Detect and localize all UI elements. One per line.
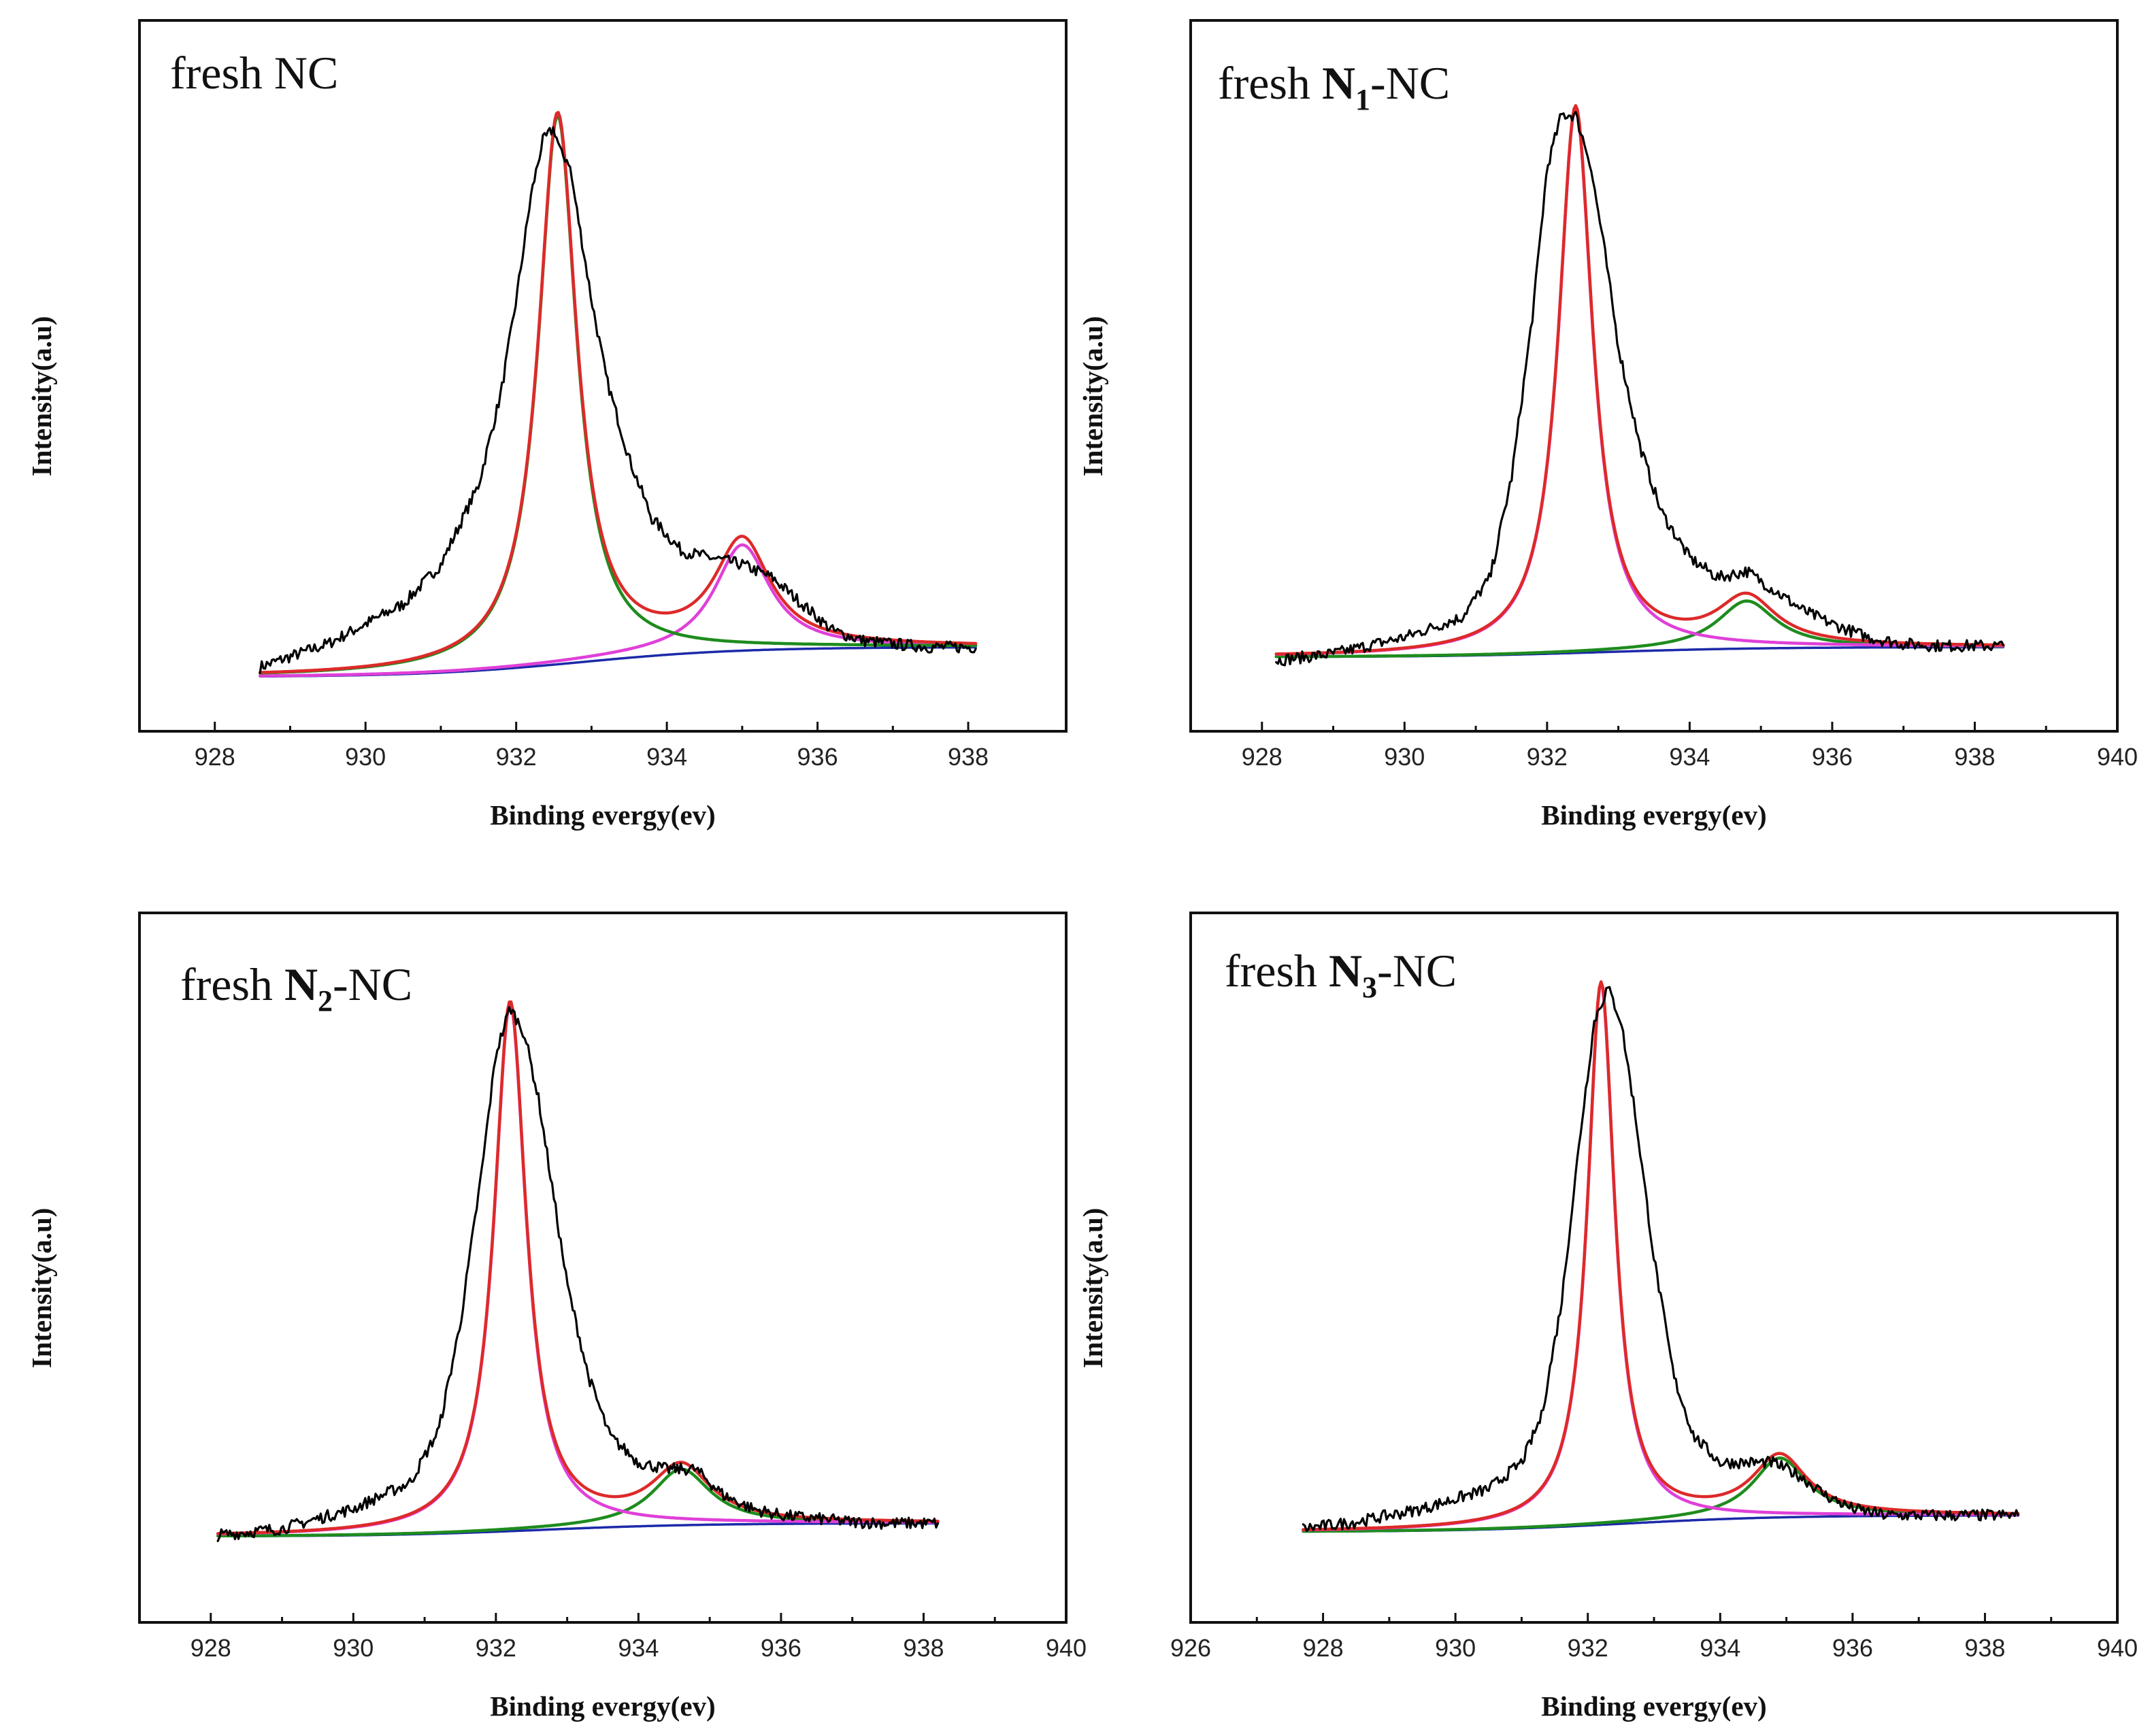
- panel-title: fresh N3-NC: [1225, 945, 1457, 1004]
- x-tick-label: 938: [1964, 1634, 2005, 1662]
- panel-title: fresh N2-NC: [180, 958, 412, 1018]
- x-tick-label: 938: [1954, 743, 1995, 771]
- series-experimental: [259, 126, 977, 674]
- title-part: N: [1329, 945, 1362, 997]
- x-tick-label: 930: [345, 743, 386, 771]
- series-peak-932-4-ev: [1274, 105, 2005, 656]
- x-tick-label: 936: [797, 743, 838, 771]
- x-tick-label: 934: [1669, 743, 1710, 771]
- y-axis-label: Intensity(a.u): [26, 1208, 57, 1369]
- chart-panel-3: 928 930 932 934 936 938 940 Binding evergy(ev) I…: [26, 912, 1087, 1722]
- x-tick-label: 936: [761, 1634, 801, 1662]
- x-tick-label: 936: [1812, 743, 1853, 771]
- x-axis-label: Binding evergy(ev): [1541, 1690, 1766, 1722]
- x-tick-label: 934: [1700, 1634, 1740, 1662]
- title-part: fresh: [180, 958, 284, 1010]
- x-tick-label: 930: [333, 1634, 374, 1662]
- y-axis-label: Intensity(a.u): [1077, 316, 1108, 477]
- series-experimental: [1302, 986, 2019, 1532]
- x-tick-label: 938: [948, 743, 989, 771]
- x-tick-label: 938: [903, 1634, 944, 1662]
- title-part: -NC: [1377, 945, 1457, 997]
- chart-panel-4: 926 928 930 932 934 936 938 940 Binding evergy(e…: [1077, 912, 2138, 1722]
- x-tick-label: 932: [476, 1634, 516, 1662]
- plot-frame: [138, 912, 1068, 1624]
- series-experimental: [216, 1005, 940, 1542]
- series-peak-932-2-ev: [1302, 982, 2020, 1532]
- x-tick-label: 930: [1435, 1634, 1476, 1662]
- series-experimental: [1275, 111, 2004, 667]
- chart-panel-1: 928 930 932 934 936 938 Binding evergy(ev) Inte…: [26, 19, 1068, 831]
- y-axis-label: Intensity(a.u): [1077, 1208, 1108, 1369]
- title-part: -NC: [1370, 57, 1450, 109]
- title-part: N: [284, 958, 318, 1010]
- x-tick-label: 932: [496, 743, 537, 771]
- title-part: fresh: [1225, 945, 1329, 997]
- series-peak-934-9-ev: [1302, 1456, 2020, 1533]
- chart-panel-2: 928 930 932 934 936 938 940 Binding evergy(ev) I…: [1077, 19, 2138, 831]
- series-peak-932-2-ev: [216, 1003, 940, 1536]
- x-tick-label: 936: [1832, 1634, 1873, 1662]
- x-tick-label: 928: [1242, 743, 1283, 771]
- x-tick-label: 934: [618, 1634, 659, 1662]
- series-peak-935-0-ev: [258, 543, 978, 678]
- series-peak-932-5-ev: [258, 114, 978, 675]
- x-tick-label: 930: [1384, 743, 1425, 771]
- x-tick-label: 940: [2097, 743, 2138, 771]
- series-peak-934-6-ev: [216, 1467, 940, 1538]
- title-subscript: 1: [1355, 83, 1370, 116]
- x-axis-label: Binding evergy(ev): [490, 1690, 715, 1722]
- x-tick-label: 928: [195, 743, 235, 771]
- x-tick-label: 940: [1046, 1634, 1087, 1662]
- x-tick-label: 932: [1527, 743, 1568, 771]
- title-part: N: [1322, 57, 1355, 109]
- panel-title: fresh N1-NC: [1218, 57, 1450, 116]
- title-subscript: 2: [318, 984, 333, 1018]
- series-fit-envelope: [1274, 103, 2005, 656]
- title-subscript: 3: [1362, 971, 1377, 1004]
- panel-title: fresh NC: [170, 47, 338, 99]
- x-tick-label: 934: [646, 743, 687, 771]
- plot-frame: [138, 19, 1068, 733]
- x-tick-label: 928: [1303, 1634, 1344, 1662]
- title-part: fresh: [1218, 57, 1322, 109]
- title-part: -NC: [333, 958, 412, 1010]
- x-tick-label: 932: [1568, 1634, 1608, 1662]
- plot-frame: [1189, 19, 2119, 733]
- x-tick-label: 940: [2097, 1634, 2138, 1662]
- x-axis-label: Binding evergy(ev): [1541, 799, 1766, 831]
- title-part: fresh NC: [170, 47, 338, 99]
- x-tick-label: 926: [1170, 1634, 1211, 1662]
- series-fit-envelope: [1302, 980, 2020, 1531]
- series-fit-envelope: [216, 1000, 940, 1535]
- y-axis-label: Intensity(a.u): [26, 316, 57, 477]
- x-axis-label: Binding evergy(ev): [490, 799, 715, 831]
- x-tick-label: 928: [191, 1634, 231, 1662]
